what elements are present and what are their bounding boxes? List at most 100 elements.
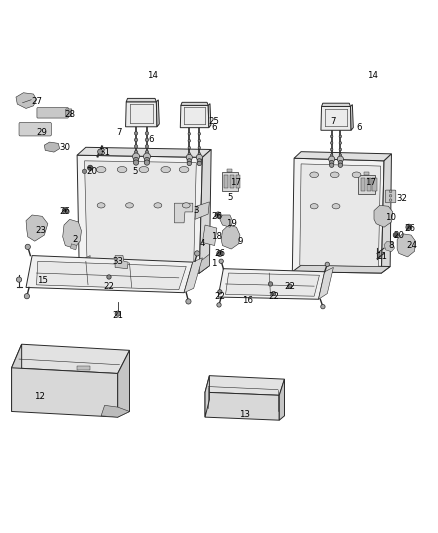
Bar [227, 169, 233, 172]
Ellipse shape [310, 172, 318, 177]
Polygon shape [12, 344, 130, 374]
Polygon shape [321, 107, 351, 130]
Circle shape [145, 132, 149, 135]
Text: 17: 17 [365, 178, 376, 187]
Circle shape [337, 156, 343, 162]
Circle shape [107, 275, 111, 279]
Text: 28: 28 [64, 110, 75, 119]
Polygon shape [294, 152, 392, 161]
Ellipse shape [97, 203, 105, 208]
Circle shape [330, 148, 333, 151]
Bar [372, 178, 377, 191]
Ellipse shape [126, 203, 134, 208]
Circle shape [24, 294, 29, 299]
Polygon shape [221, 225, 240, 249]
Circle shape [389, 195, 392, 197]
FancyBboxPatch shape [385, 190, 396, 203]
Text: 22: 22 [103, 281, 114, 290]
Circle shape [115, 311, 120, 316]
Ellipse shape [117, 166, 127, 173]
Bar [361, 178, 365, 191]
Polygon shape [199, 254, 209, 273]
Circle shape [25, 244, 30, 249]
Polygon shape [205, 376, 285, 395]
Circle shape [389, 190, 392, 193]
Circle shape [217, 251, 223, 256]
Polygon shape [397, 234, 416, 257]
Polygon shape [358, 175, 375, 193]
Polygon shape [180, 106, 209, 128]
Text: 24: 24 [406, 241, 417, 250]
Polygon shape [321, 103, 350, 107]
Circle shape [217, 214, 219, 216]
Polygon shape [374, 205, 393, 227]
Circle shape [339, 154, 342, 157]
Circle shape [134, 157, 139, 163]
Circle shape [339, 142, 342, 144]
Circle shape [145, 160, 150, 165]
Circle shape [197, 161, 201, 166]
Circle shape [62, 207, 68, 214]
Circle shape [145, 144, 149, 148]
Ellipse shape [96, 166, 106, 173]
Circle shape [268, 282, 273, 286]
Text: 21: 21 [112, 311, 123, 320]
Polygon shape [184, 258, 202, 293]
Polygon shape [226, 273, 319, 296]
Circle shape [198, 152, 201, 155]
Circle shape [219, 259, 223, 263]
Polygon shape [101, 405, 130, 417]
Circle shape [134, 144, 138, 148]
Text: 9: 9 [237, 237, 243, 246]
Text: 30: 30 [60, 143, 71, 152]
Text: 5: 5 [132, 167, 138, 176]
Polygon shape [126, 102, 157, 127]
Circle shape [188, 152, 191, 155]
Circle shape [134, 150, 138, 154]
Bar [236, 175, 240, 188]
Text: 1: 1 [211, 259, 216, 268]
Text: 15: 15 [37, 276, 48, 285]
Text: 26: 26 [211, 212, 223, 221]
Ellipse shape [352, 172, 361, 177]
Polygon shape [126, 99, 156, 102]
Bar [230, 175, 234, 188]
Polygon shape [26, 256, 193, 293]
Polygon shape [220, 215, 233, 227]
Circle shape [328, 156, 335, 162]
FancyBboxPatch shape [66, 109, 72, 117]
Ellipse shape [154, 203, 162, 208]
Circle shape [325, 262, 329, 266]
Circle shape [198, 140, 201, 142]
Polygon shape [199, 149, 211, 273]
Circle shape [219, 252, 221, 255]
Text: 11: 11 [376, 253, 387, 261]
Polygon shape [71, 244, 77, 250]
Circle shape [188, 133, 191, 135]
Circle shape [329, 163, 334, 167]
Bar [364, 173, 369, 175]
Polygon shape [115, 256, 128, 269]
Polygon shape [12, 344, 21, 411]
Polygon shape [118, 350, 130, 417]
Circle shape [134, 138, 138, 142]
Circle shape [186, 299, 191, 304]
Polygon shape [218, 269, 325, 299]
Text: 17: 17 [230, 178, 241, 187]
Circle shape [188, 147, 191, 149]
Text: 4: 4 [200, 239, 205, 248]
FancyBboxPatch shape [19, 123, 51, 136]
Polygon shape [85, 161, 196, 266]
Circle shape [82, 169, 87, 174]
Polygon shape [12, 368, 118, 417]
Circle shape [196, 154, 202, 160]
Polygon shape [44, 142, 60, 152]
Polygon shape [202, 225, 217, 246]
Circle shape [217, 303, 221, 307]
Circle shape [133, 153, 140, 160]
Circle shape [339, 148, 342, 151]
Text: 12: 12 [35, 392, 46, 401]
Ellipse shape [161, 166, 170, 173]
Bar [224, 175, 228, 188]
Circle shape [187, 161, 191, 166]
